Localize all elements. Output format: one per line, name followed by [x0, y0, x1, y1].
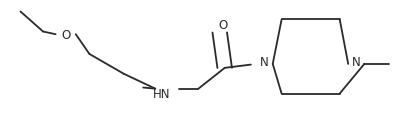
Text: O: O	[61, 28, 70, 41]
Text: N: N	[260, 56, 269, 69]
Text: N: N	[352, 56, 360, 69]
Text: HN: HN	[153, 87, 170, 100]
Text: O: O	[218, 19, 227, 32]
